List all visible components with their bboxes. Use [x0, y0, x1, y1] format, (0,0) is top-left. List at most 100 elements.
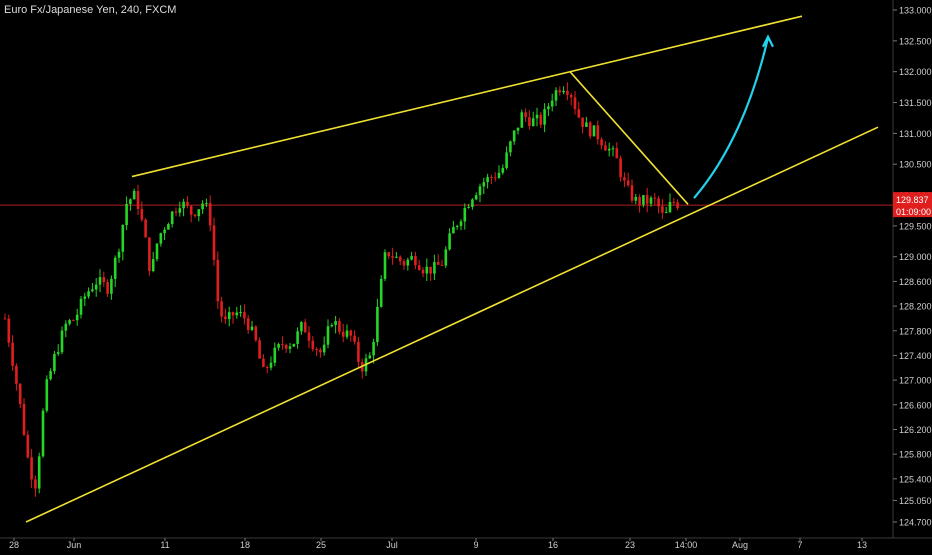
candle-body — [543, 109, 546, 125]
candle — [322, 336, 326, 356]
price-axis[interactable]: 133.000 132.500 132.000 131.500 131.000 130.5… — [892, 0, 932, 538]
candle — [531, 111, 535, 127]
candle — [516, 127, 520, 135]
candle — [148, 237, 151, 276]
candle — [91, 283, 94, 293]
candle-body — [471, 199, 474, 207]
candle-body — [357, 341, 360, 362]
candle-body — [113, 257, 117, 279]
candle — [391, 247, 394, 265]
candle — [216, 251, 220, 309]
candle — [205, 198, 208, 208]
candle — [345, 324, 349, 340]
candle-body — [262, 358, 265, 367]
candle-body — [170, 211, 174, 225]
candle-body — [311, 340, 315, 350]
candle-body — [197, 209, 201, 217]
candle-body — [376, 306, 379, 342]
candle-body — [148, 237, 151, 272]
candle — [338, 318, 341, 335]
trendlines-group[interactable] — [25, 15, 879, 523]
candle-body — [151, 259, 155, 272]
candle-body — [163, 229, 166, 234]
candle — [262, 354, 265, 368]
candle-body — [315, 349, 318, 351]
candle — [402, 258, 406, 271]
candle-body — [524, 112, 527, 118]
trendline-lower-support[interactable] — [25, 126, 879, 523]
candle-body — [79, 298, 83, 315]
candle — [577, 101, 581, 119]
candle-body — [117, 251, 121, 258]
candle — [486, 173, 489, 189]
candle — [372, 338, 375, 364]
candle — [56, 344, 60, 357]
candle-body — [83, 296, 87, 299]
candle-body — [417, 265, 421, 270]
candle — [626, 172, 630, 188]
candle-body — [429, 266, 432, 274]
candle-body — [585, 122, 588, 127]
candle-countdown-label: 01:09:00 — [896, 207, 931, 217]
candle — [664, 206, 668, 214]
candle — [592, 125, 596, 137]
candle — [493, 172, 497, 182]
candle-body — [98, 277, 102, 285]
candle — [140, 201, 144, 222]
candle-body — [167, 224, 170, 230]
candle — [132, 188, 136, 200]
candle — [45, 375, 49, 413]
candle-body — [577, 109, 581, 118]
candle-body — [535, 114, 539, 119]
candle-body — [478, 186, 482, 196]
candle-body — [406, 259, 410, 266]
candle-body — [186, 201, 189, 206]
candle-body — [254, 326, 258, 341]
candle — [201, 200, 204, 214]
candle — [467, 203, 470, 209]
candle — [497, 165, 501, 179]
candle — [368, 352, 372, 360]
last-price-tag — [893, 192, 932, 218]
candle-body — [444, 249, 448, 266]
candle — [360, 358, 364, 379]
candle — [634, 194, 638, 205]
candle-body — [398, 256, 402, 262]
candle-body — [64, 323, 68, 331]
candle — [155, 243, 159, 262]
candle-body — [307, 332, 311, 341]
candle-body — [216, 259, 220, 302]
candle-body — [642, 195, 645, 205]
candle-body — [45, 379, 49, 411]
candle-body — [300, 322, 303, 332]
trendline-upper-resistance[interactable] — [131, 15, 803, 178]
candle — [315, 347, 318, 356]
candle-body — [208, 203, 212, 226]
candle-body — [391, 256, 394, 258]
price-tick-label: 132.500 — [899, 36, 932, 46]
candle — [292, 343, 296, 348]
time-axis[interactable]: 28 Jun 11 18 25 Jul 9 16 23 14:00 Aug 7 13 — [0, 537, 932, 550]
candle — [588, 120, 592, 139]
time-tick-label: Jul — [386, 540, 398, 550]
candle — [182, 198, 185, 217]
trendline-pullback-line[interactable] — [569, 71, 689, 205]
candle — [208, 195, 212, 232]
candle — [649, 195, 653, 207]
candle — [406, 257, 410, 271]
candle-body — [102, 277, 106, 283]
candle — [448, 228, 451, 251]
candle — [330, 323, 334, 328]
candle — [471, 198, 474, 210]
candle — [425, 258, 429, 281]
candle-body — [664, 212, 668, 214]
candle-body — [433, 262, 436, 274]
candle — [30, 449, 33, 488]
candle-body — [547, 106, 550, 110]
candle — [414, 251, 417, 270]
arrow-head-icon — [762, 34, 774, 48]
candle — [110, 275, 113, 300]
candle-body — [246, 318, 250, 330]
